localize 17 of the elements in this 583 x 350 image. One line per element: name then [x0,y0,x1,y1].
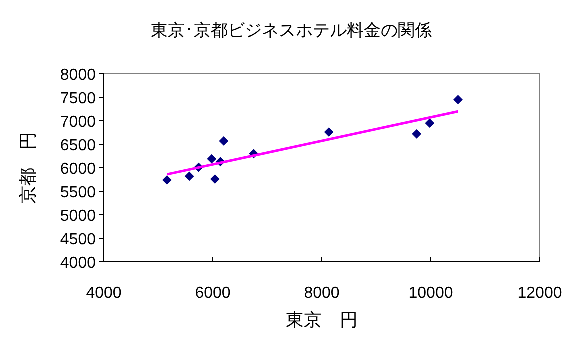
y-tick-label: 7000 [60,114,96,131]
x-axis-title: 東京 円 [286,310,358,330]
x-tick-label: 10000 [408,285,454,302]
x-tick-label: 6000 [195,285,231,302]
y-tick-label: 8000 [60,67,96,84]
y-tick-label: 6000 [60,161,96,178]
y-tick-label: 5500 [60,184,96,202]
x-tick-label: 4000 [86,285,122,302]
y-tick-label: 4500 [60,232,96,248]
x-tick-label: 8000 [304,285,340,302]
y-tick-label: 4000 [60,255,96,272]
y-axis-title: 京都 円 [18,132,38,204]
y-tick-label: 7500 [60,90,96,108]
y-tick-label: 5000 [60,208,96,225]
chart-title: 東京･京都ビジネスホテル料金の関係 [151,21,432,40]
y-tick-label: 6500 [60,138,96,154]
x-tick-label: 12000 [518,285,562,302]
